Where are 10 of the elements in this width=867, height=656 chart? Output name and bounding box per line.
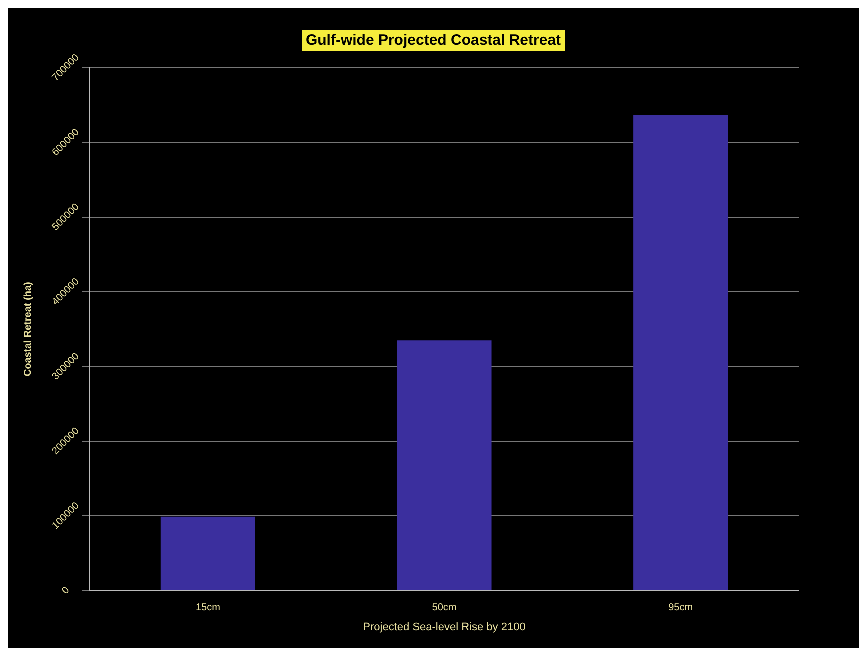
x-tick-label: 15cm [196, 602, 220, 614]
x-tick-label: 95cm [668, 602, 694, 614]
y-axis-title: Coastal Retreat (ha) [22, 282, 34, 377]
x-axis-title: Projected Sea-level Rise by 2100 [363, 621, 526, 634]
bar [397, 340, 492, 590]
y-tick-label: 0 [60, 584, 72, 597]
bar [160, 516, 256, 590]
x-tick-label: 50cm [432, 602, 457, 614]
chart-title: Gulf-wide Projected Coastal Retreat [302, 30, 566, 51]
bar [634, 115, 728, 590]
